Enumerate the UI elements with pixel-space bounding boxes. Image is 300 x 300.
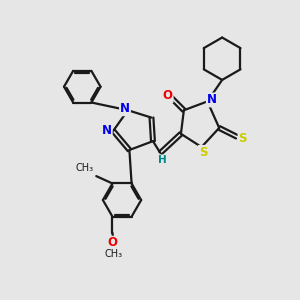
- Text: N: N: [207, 93, 217, 106]
- Text: O: O: [163, 89, 173, 102]
- Text: N: N: [120, 102, 130, 115]
- Text: N: N: [102, 124, 112, 137]
- Text: CH₃: CH₃: [105, 249, 123, 259]
- Text: CH₃: CH₃: [75, 163, 93, 173]
- Text: S: S: [199, 146, 207, 159]
- Text: O: O: [107, 236, 118, 249]
- Text: H: H: [158, 155, 167, 165]
- Text: S: S: [238, 132, 247, 145]
